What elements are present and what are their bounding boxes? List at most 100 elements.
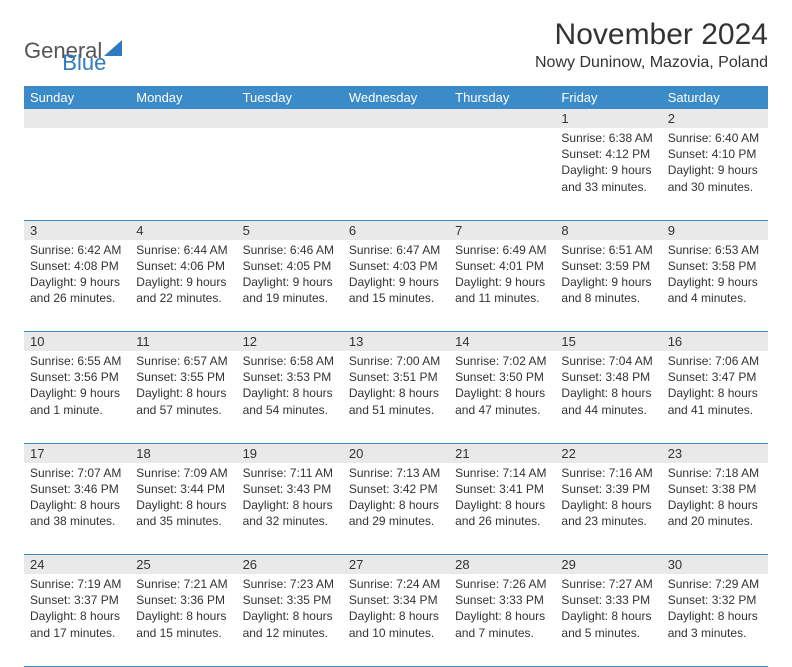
day-header: Monday: [130, 86, 236, 109]
logo: General Blue: [24, 18, 106, 76]
day-number-cell: 12: [237, 332, 343, 352]
daylight-text: Daylight: 8 hours and 15 minutes.: [136, 608, 230, 640]
day-number: 14: [455, 334, 469, 349]
day-cell: Sunrise: 7:26 AMSunset: 3:33 PMDaylight:…: [449, 574, 555, 666]
day-details: Sunrise: 6:53 AMSunset: 3:58 PMDaylight:…: [662, 240, 768, 313]
day-cell: Sunrise: 7:04 AMSunset: 3:48 PMDaylight:…: [555, 351, 661, 443]
day-number-cell: 4: [130, 220, 236, 240]
day-number: 13: [349, 334, 363, 349]
logo-triangle-icon: [104, 40, 122, 56]
day-number-cell: 6: [343, 220, 449, 240]
sunset-text: Sunset: 3:35 PM: [243, 592, 337, 608]
day-details: Sunrise: 7:13 AMSunset: 3:42 PMDaylight:…: [343, 463, 449, 536]
day-number-cell: 2: [662, 109, 768, 128]
sunset-text: Sunset: 3:51 PM: [349, 369, 443, 385]
day-number-cell: 19: [237, 443, 343, 463]
day-number: 30: [668, 557, 682, 572]
day-number-cell: 25: [130, 555, 236, 575]
sunrise-text: Sunrise: 6:44 AM: [136, 242, 230, 258]
day-number: 28: [455, 557, 469, 572]
day-details: Sunrise: 7:27 AMSunset: 3:33 PMDaylight:…: [555, 574, 661, 647]
sunset-text: Sunset: 4:12 PM: [561, 146, 655, 162]
sunset-text: Sunset: 3:39 PM: [561, 481, 655, 497]
calendar-table: Sunday Monday Tuesday Wednesday Thursday…: [24, 86, 768, 667]
sunset-text: Sunset: 3:32 PM: [668, 592, 762, 608]
day-number: 23: [668, 446, 682, 461]
sunset-text: Sunset: 3:43 PM: [243, 481, 337, 497]
daylight-text: Daylight: 9 hours and 4 minutes.: [668, 274, 762, 306]
daylight-text: Daylight: 8 hours and 41 minutes.: [668, 385, 762, 417]
sunset-text: Sunset: 3:53 PM: [243, 369, 337, 385]
day-number: 4: [136, 223, 143, 238]
day-cell: Sunrise: 6:42 AMSunset: 4:08 PMDaylight:…: [24, 240, 130, 332]
day-number: 24: [30, 557, 44, 572]
sunrise-text: Sunrise: 6:53 AM: [668, 242, 762, 258]
day-number: 15: [561, 334, 575, 349]
location-text: Nowy Duninow, Mazovia, Poland: [535, 54, 768, 72]
day-cell: Sunrise: 6:58 AMSunset: 3:53 PMDaylight:…: [237, 351, 343, 443]
daylight-text: Daylight: 8 hours and 12 minutes.: [243, 608, 337, 640]
day-cell: Sunrise: 6:49 AMSunset: 4:01 PMDaylight:…: [449, 240, 555, 332]
day-number: 16: [668, 334, 682, 349]
day-number: 17: [30, 446, 44, 461]
daylight-text: Daylight: 8 hours and 54 minutes.: [243, 385, 337, 417]
daylight-text: Daylight: 8 hours and 44 minutes.: [561, 385, 655, 417]
title-block: November 2024 Nowy Duninow, Mazovia, Pol…: [535, 18, 768, 72]
day-number: 19: [243, 446, 257, 461]
sunrise-text: Sunrise: 7:21 AM: [136, 576, 230, 592]
day-number: 27: [349, 557, 363, 572]
day-number: 2: [668, 111, 675, 126]
sunrise-text: Sunrise: 6:58 AM: [243, 353, 337, 369]
day-header: Wednesday: [343, 86, 449, 109]
day-number-cell: 3: [24, 220, 130, 240]
day-details: Sunrise: 6:51 AMSunset: 3:59 PMDaylight:…: [555, 240, 661, 313]
daylight-text: Daylight: 8 hours and 51 minutes.: [349, 385, 443, 417]
day-header: Sunday: [24, 86, 130, 109]
daylight-text: Daylight: 9 hours and 30 minutes.: [668, 162, 762, 194]
day-number-cell: 28: [449, 555, 555, 575]
day-number-cell: 21: [449, 443, 555, 463]
day-details: Sunrise: 7:02 AMSunset: 3:50 PMDaylight:…: [449, 351, 555, 424]
day-cell: Sunrise: 7:21 AMSunset: 3:36 PMDaylight:…: [130, 574, 236, 666]
day-number-cell: [343, 109, 449, 128]
daylight-text: Daylight: 8 hours and 20 minutes.: [668, 497, 762, 529]
day-number-cell: 10: [24, 332, 130, 352]
daylight-text: Daylight: 8 hours and 3 minutes.: [668, 608, 762, 640]
day-details: Sunrise: 6:47 AMSunset: 4:03 PMDaylight:…: [343, 240, 449, 313]
day-details: Sunrise: 6:57 AMSunset: 3:55 PMDaylight:…: [130, 351, 236, 424]
daylight-text: Daylight: 9 hours and 26 minutes.: [30, 274, 124, 306]
sunset-text: Sunset: 4:08 PM: [30, 258, 124, 274]
day-content-row: Sunrise: 6:42 AMSunset: 4:08 PMDaylight:…: [24, 240, 768, 332]
sunset-text: Sunset: 3:34 PM: [349, 592, 443, 608]
day-cell: Sunrise: 6:51 AMSunset: 3:59 PMDaylight:…: [555, 240, 661, 332]
day-cell: [237, 128, 343, 220]
day-number-cell: 27: [343, 555, 449, 575]
day-cell: Sunrise: 7:29 AMSunset: 3:32 PMDaylight:…: [662, 574, 768, 666]
sunrise-text: Sunrise: 7:27 AM: [561, 576, 655, 592]
day-number-cell: 13: [343, 332, 449, 352]
day-header: Thursday: [449, 86, 555, 109]
sunrise-text: Sunrise: 7:07 AM: [30, 465, 124, 481]
day-cell: Sunrise: 7:19 AMSunset: 3:37 PMDaylight:…: [24, 574, 130, 666]
sunrise-text: Sunrise: 7:00 AM: [349, 353, 443, 369]
day-cell: Sunrise: 7:23 AMSunset: 3:35 PMDaylight:…: [237, 574, 343, 666]
day-number-row: 24252627282930: [24, 555, 768, 575]
day-cell: Sunrise: 7:27 AMSunset: 3:33 PMDaylight:…: [555, 574, 661, 666]
day-number-cell: 24: [24, 555, 130, 575]
daylight-text: Daylight: 8 hours and 17 minutes.: [30, 608, 124, 640]
day-cell: [449, 128, 555, 220]
daylight-text: Daylight: 8 hours and 32 minutes.: [243, 497, 337, 529]
day-number-cell: 7: [449, 220, 555, 240]
day-cell: Sunrise: 7:24 AMSunset: 3:34 PMDaylight:…: [343, 574, 449, 666]
sunset-text: Sunset: 3:42 PM: [349, 481, 443, 497]
day-number: 25: [136, 557, 150, 572]
day-details: Sunrise: 7:16 AMSunset: 3:39 PMDaylight:…: [555, 463, 661, 536]
day-details: Sunrise: 6:49 AMSunset: 4:01 PMDaylight:…: [449, 240, 555, 313]
day-number: 9: [668, 223, 675, 238]
day-number-cell: 5: [237, 220, 343, 240]
day-number-row: 3456789: [24, 220, 768, 240]
day-cell: [130, 128, 236, 220]
sunrise-text: Sunrise: 6:49 AM: [455, 242, 549, 258]
day-number-row: 10111213141516: [24, 332, 768, 352]
day-number-cell: 1: [555, 109, 661, 128]
